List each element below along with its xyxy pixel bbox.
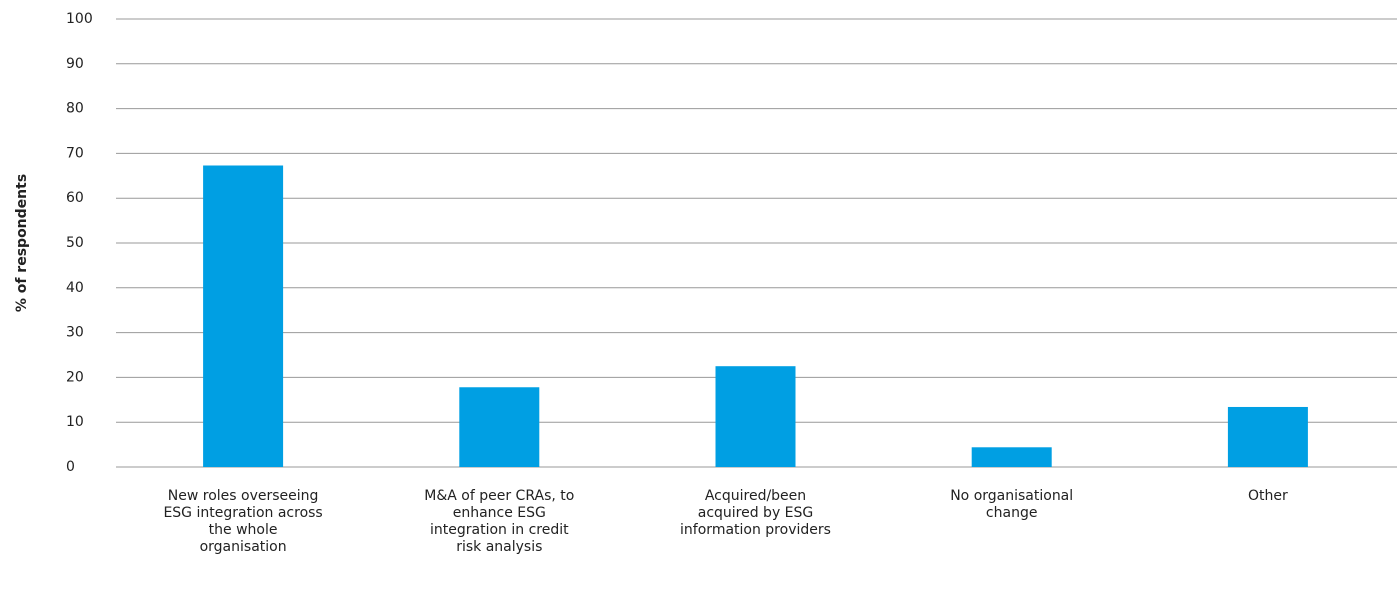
x-tick-label: Other xyxy=(1248,488,1288,504)
bar xyxy=(203,165,284,467)
y-tick-label: 50 xyxy=(66,235,84,251)
y-tick-label: 70 xyxy=(66,145,84,161)
y-tick-label: 20 xyxy=(66,369,84,385)
bar xyxy=(1227,406,1308,467)
y-tick-label: 80 xyxy=(66,101,84,117)
y-tick-label: 0 xyxy=(66,459,75,475)
y-axis-label: % of respondents xyxy=(14,174,30,312)
y-tick-label: 30 xyxy=(66,325,84,341)
x-tick-label: M&A of peer CRAs, to enhance ESG integra… xyxy=(424,488,575,555)
y-tick-label: 10 xyxy=(66,414,84,430)
bar xyxy=(971,447,1052,467)
x-tick-label: New roles overseeing ESG integration acr… xyxy=(163,488,323,555)
y-tick-label: 40 xyxy=(66,280,84,296)
y-tick-label: 60 xyxy=(66,190,84,206)
x-tick-label: Acquired/been acquired by ESG informatio… xyxy=(680,488,831,538)
x-tick-label: No organisational change xyxy=(950,488,1074,521)
bar xyxy=(715,366,796,467)
y-tick-label: 100 xyxy=(66,11,93,27)
y-tick-label: 90 xyxy=(66,56,84,72)
bar xyxy=(459,387,540,467)
